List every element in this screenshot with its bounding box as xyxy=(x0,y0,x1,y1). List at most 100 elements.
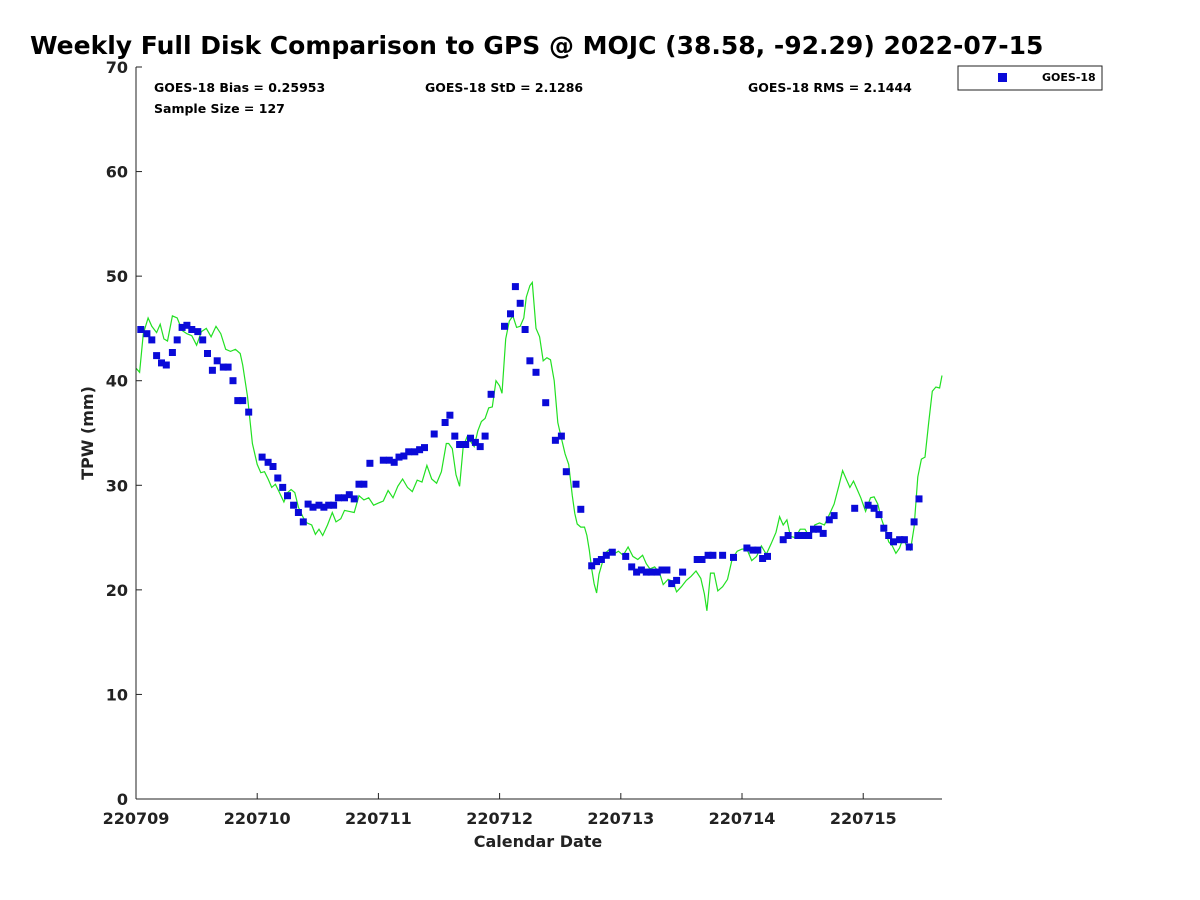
goes-point xyxy=(875,511,883,519)
x-axis-label: Calendar Date xyxy=(474,832,603,851)
legend-goes-label: GOES-18 xyxy=(1042,71,1096,84)
goes-point xyxy=(622,552,630,560)
goes-point xyxy=(730,553,737,561)
goes-point xyxy=(309,503,317,511)
legend-box xyxy=(957,65,1103,91)
plot-frame xyxy=(136,67,942,799)
x-tick-label: 220715 xyxy=(830,809,897,828)
goes-point xyxy=(153,352,161,360)
goes-point xyxy=(572,480,580,488)
goes-point xyxy=(673,576,681,584)
goes-point xyxy=(577,505,585,513)
goes-point xyxy=(501,322,508,330)
goes-point xyxy=(642,568,650,576)
goes-point xyxy=(137,326,145,333)
goes-point xyxy=(905,543,913,551)
goes-point xyxy=(290,501,298,509)
goes-point xyxy=(462,441,470,448)
goes-point xyxy=(304,500,312,508)
chart-title: Weekly Full Disk Comparison to GPS @ MOJ… xyxy=(30,31,1043,60)
y-tick-label: 30 xyxy=(106,476,128,495)
y-tick-label: 40 xyxy=(106,372,128,391)
goes-point xyxy=(754,546,762,554)
goes-point xyxy=(910,518,918,526)
goes-point xyxy=(411,448,419,456)
goes-point xyxy=(481,432,489,440)
goes-point xyxy=(234,397,242,405)
goes-point xyxy=(229,377,237,385)
goes-point xyxy=(341,494,348,502)
goes-point xyxy=(158,359,165,367)
y-tick-label: 50 xyxy=(106,267,128,286)
goes-point xyxy=(602,551,610,559)
goes-point xyxy=(188,326,196,333)
goes-point xyxy=(416,446,424,454)
goes-point xyxy=(451,432,459,440)
legend-goes-marker xyxy=(998,73,1007,82)
y-tick-label: 0 xyxy=(117,790,128,809)
goes-point xyxy=(274,474,282,482)
goes-point xyxy=(345,491,353,499)
goes-point xyxy=(551,436,559,444)
goes-point xyxy=(814,525,822,533)
goes-point xyxy=(658,566,666,574)
goes-point xyxy=(653,568,661,576)
goes-point xyxy=(330,501,338,509)
goes-point xyxy=(521,326,529,333)
goes-point xyxy=(693,556,701,563)
goes-point xyxy=(679,568,687,576)
goes-point xyxy=(204,350,211,357)
y-tick-label: 10 xyxy=(106,685,128,704)
goes-point xyxy=(162,361,170,369)
goes-point xyxy=(800,532,808,539)
goes-point xyxy=(743,544,751,552)
goes-point xyxy=(264,458,272,466)
gps-series xyxy=(135,280,943,611)
goes-point xyxy=(864,501,872,509)
goes-point xyxy=(668,580,676,588)
x-tick-label: 220711 xyxy=(345,809,412,828)
goes-point xyxy=(355,480,363,488)
goes-point xyxy=(476,443,484,451)
goes-point xyxy=(880,524,888,532)
goes-point xyxy=(870,504,878,512)
sample-size-stat: Sample Size = 127 xyxy=(154,101,285,116)
goes-point xyxy=(325,501,333,509)
goes-point xyxy=(542,399,550,407)
goes-point xyxy=(194,328,202,336)
goes-point xyxy=(173,336,181,344)
goes-point xyxy=(471,438,479,446)
std-stat: GOES-18 StD = 2.1286 xyxy=(425,80,583,95)
goes-point xyxy=(395,453,403,461)
goes-point xyxy=(825,516,833,524)
goes-point xyxy=(320,503,328,511)
x-tick-label: 220713 xyxy=(587,809,654,828)
goes-point xyxy=(896,536,904,544)
goes-point xyxy=(637,566,645,574)
y-tick-label: 60 xyxy=(106,163,128,182)
goes-point xyxy=(597,556,605,563)
goes-point xyxy=(208,366,216,374)
x-ticks: 220709 220710 220711 220712 220713 220714 2207… xyxy=(103,793,897,828)
goes-point xyxy=(441,419,449,426)
bias-stat: GOES-18 Bias = 0.25953 xyxy=(154,80,325,95)
goes-point xyxy=(709,551,717,559)
goes-point xyxy=(562,468,570,476)
goes-point xyxy=(421,444,428,452)
goes-point xyxy=(199,336,207,344)
x-tick-label: 220710 xyxy=(224,809,291,828)
goes-point xyxy=(749,546,757,554)
goes-point xyxy=(915,495,923,503)
goes-point xyxy=(366,459,374,467)
goes-point xyxy=(810,525,817,533)
y-ticks: 0 10 20 30 40 50 60 70 xyxy=(106,58,142,809)
goes-point xyxy=(819,529,827,537)
goes-point xyxy=(608,548,616,556)
goes-point xyxy=(885,532,893,539)
goes-point xyxy=(784,532,792,539)
goes-point xyxy=(764,552,771,560)
x-tick-label: 220712 xyxy=(466,809,533,828)
goes-point xyxy=(900,536,908,544)
goes-point xyxy=(588,562,596,570)
goes-point xyxy=(400,452,408,460)
